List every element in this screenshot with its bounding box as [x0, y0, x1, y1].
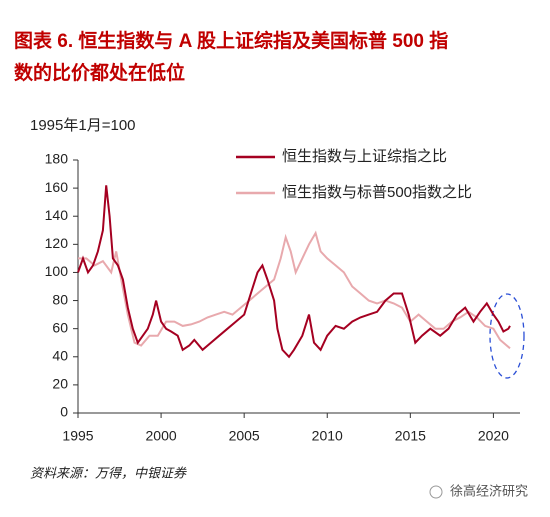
legend-label: 恒生指数与上证综指之比 [282, 148, 447, 165]
y-tick-label: 40 [52, 347, 68, 363]
chart-title: 数的比价都处在低位 [14, 61, 185, 84]
legend-label: 恒生指数与标普500指数之比 [282, 184, 472, 201]
y-tick-label: 140 [45, 207, 69, 223]
y-tick-label: 80 [52, 291, 68, 307]
series-line [78, 230, 511, 350]
x-tick-label: 2010 [312, 428, 343, 444]
y-tick-label: 20 [52, 376, 68, 392]
x-tick-label: 2015 [395, 428, 426, 444]
x-tick-label: 2020 [478, 428, 509, 444]
source: 资料来源：万得，中银证券 [30, 465, 187, 480]
y-tick-label: 100 [45, 263, 69, 279]
highlight-ellipse [489, 293, 525, 379]
chart-title: 图表 6. 恒生指数与 A 股上证综指及美国标普 500 指 [14, 29, 448, 52]
y-tick-label: 160 [45, 179, 69, 195]
y-tick-label: 120 [45, 235, 69, 251]
watermark: 徐高经济研究 [450, 483, 528, 498]
y-tick-label: 180 [45, 151, 69, 167]
subtitle: 1995年1月=100 [30, 117, 136, 134]
x-tick-label: 2000 [146, 428, 177, 444]
watermark-icon [429, 485, 443, 499]
y-tick-label: 0 [60, 404, 68, 420]
x-tick-label: 1995 [62, 428, 93, 444]
y-tick-label: 60 [52, 319, 68, 335]
x-tick-label: 2005 [229, 428, 260, 444]
series-line [77, 185, 511, 359]
